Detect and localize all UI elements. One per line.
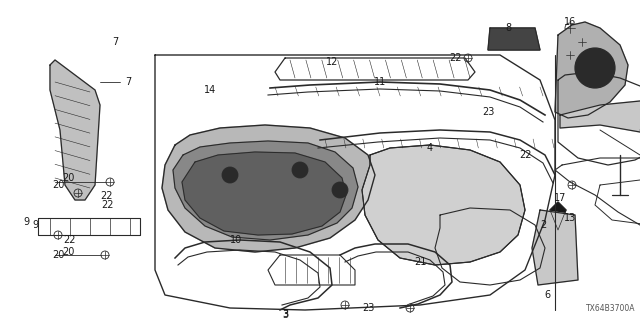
Text: 22: 22 <box>102 200 115 210</box>
Text: 9: 9 <box>24 217 30 227</box>
Polygon shape <box>550 202 566 230</box>
Text: 12: 12 <box>326 57 338 67</box>
Text: 23: 23 <box>482 107 494 117</box>
Polygon shape <box>182 152 346 235</box>
Text: TX64B3700A: TX64B3700A <box>586 304 635 313</box>
Text: 22: 22 <box>519 150 531 160</box>
Circle shape <box>222 167 238 183</box>
Text: 23: 23 <box>362 303 374 313</box>
Text: 13: 13 <box>564 213 576 223</box>
Text: 22: 22 <box>449 53 461 63</box>
Polygon shape <box>532 210 578 285</box>
Text: 8: 8 <box>505 23 511 33</box>
Text: 20: 20 <box>62 173 74 183</box>
Text: 17: 17 <box>554 193 566 203</box>
Text: 10: 10 <box>230 235 242 245</box>
Circle shape <box>292 162 308 178</box>
Polygon shape <box>173 141 358 240</box>
Polygon shape <box>555 22 628 118</box>
Text: 22: 22 <box>100 191 113 201</box>
Text: 16: 16 <box>564 17 576 27</box>
Text: 7: 7 <box>125 77 131 87</box>
Polygon shape <box>162 125 375 252</box>
Polygon shape <box>50 60 100 200</box>
Circle shape <box>583 56 607 80</box>
Text: 20: 20 <box>52 180 64 190</box>
Text: 7: 7 <box>112 37 118 47</box>
Text: 22: 22 <box>64 235 76 245</box>
Text: 9: 9 <box>32 220 38 230</box>
Circle shape <box>575 48 615 88</box>
Polygon shape <box>362 145 525 265</box>
Circle shape <box>332 182 348 198</box>
Polygon shape <box>488 28 540 50</box>
Text: 20: 20 <box>62 247 74 257</box>
Polygon shape <box>560 100 640 172</box>
Text: 3: 3 <box>282 310 288 320</box>
Text: 4: 4 <box>427 143 433 153</box>
Text: 14: 14 <box>204 85 216 95</box>
Text: 3: 3 <box>282 309 288 319</box>
Text: 2: 2 <box>540 220 546 230</box>
Text: 20: 20 <box>52 250 64 260</box>
Text: 11: 11 <box>374 77 386 87</box>
Text: 21: 21 <box>414 257 426 267</box>
Text: 6: 6 <box>544 290 550 300</box>
